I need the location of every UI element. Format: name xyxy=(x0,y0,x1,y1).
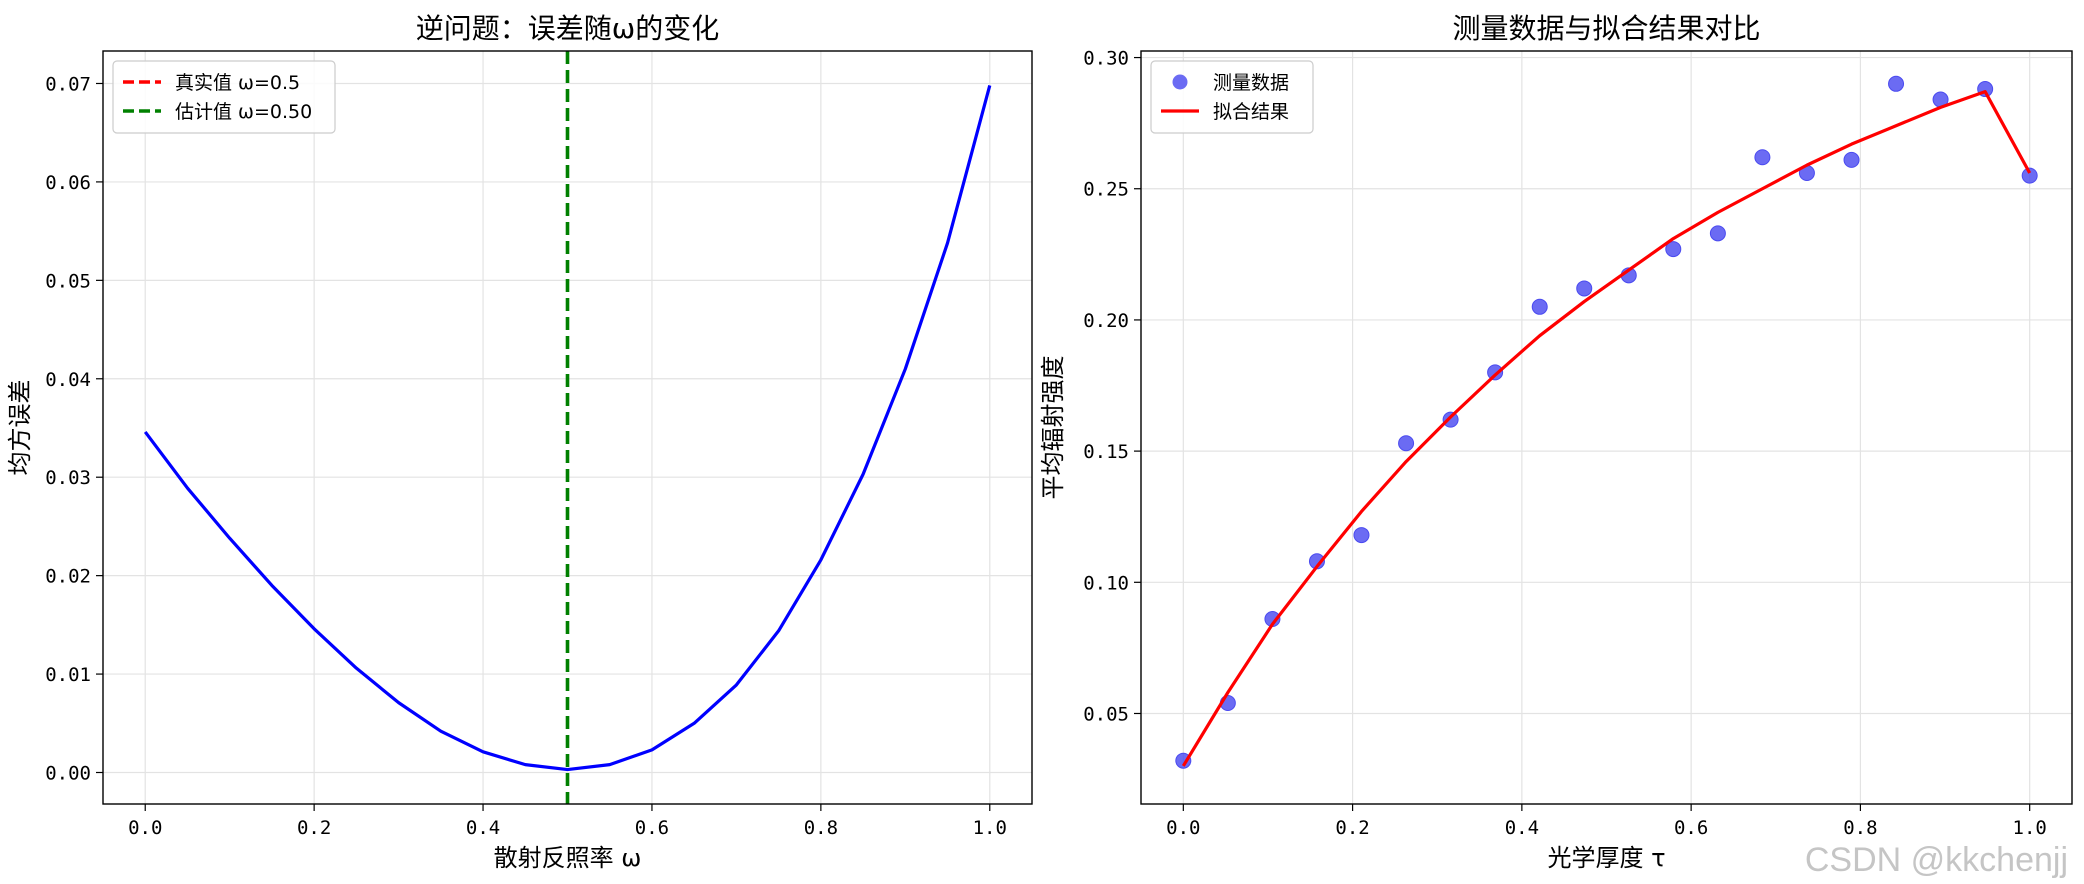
data-point xyxy=(1754,149,1771,166)
plot-area xyxy=(143,51,992,804)
y-tick-label: 0.15 xyxy=(1083,441,1129,463)
legend-label: 测量数据 xyxy=(1213,72,1289,94)
watermark: CSDN @kkchenjj xyxy=(1804,841,2068,879)
legend-box xyxy=(112,60,336,134)
x-axis-label: 散射反照率 ω xyxy=(494,844,642,872)
data-point xyxy=(1487,364,1504,381)
data-point xyxy=(1353,527,1370,544)
x-tick-label: 0.0 xyxy=(1166,817,1200,839)
data-point xyxy=(1398,435,1415,452)
y-tick-label: 0.02 xyxy=(45,566,91,588)
series-line xyxy=(143,85,992,772)
y-tick-label: 0.04 xyxy=(45,369,91,391)
data-point xyxy=(1531,298,1548,315)
y-tick-label: 0.05 xyxy=(1083,703,1129,725)
x-tick-label: 0.4 xyxy=(1505,817,1539,839)
y-tick-label: 0.20 xyxy=(1083,310,1129,332)
y-tick-label: 0.01 xyxy=(45,664,91,686)
axes-frame xyxy=(1140,50,2073,805)
plot-area xyxy=(1175,75,2038,769)
legend-label: 拟合结果 xyxy=(1213,101,1289,123)
y-tick-label: 0.30 xyxy=(1083,48,1129,70)
x-tick-label: 0.2 xyxy=(1335,817,1369,839)
legend-box xyxy=(1150,60,1314,134)
data-point xyxy=(1576,280,1593,297)
legend-label: 真实值 ω=0.5 xyxy=(175,72,300,94)
y-tick-label: 0.03 xyxy=(45,467,91,489)
chart-title: 逆问题：误差随ω的变化 xyxy=(416,12,719,45)
x-axis-label: 光学厚度 τ xyxy=(1547,844,1665,872)
data-point xyxy=(2021,167,2038,184)
x-tick-label: 0.2 xyxy=(297,817,331,839)
y-axis-label: 平均辐射强度 xyxy=(1039,356,1067,500)
y-tick-label: 0.10 xyxy=(1083,572,1129,594)
x-tick-label: 1.0 xyxy=(2013,817,2047,839)
y-axis-label: 均方误差 xyxy=(6,380,34,476)
y-tick-label: 0.25 xyxy=(1083,179,1129,201)
legend-swatch-marker xyxy=(1172,74,1188,90)
x-tick-label: 0.6 xyxy=(1674,817,1708,839)
axes-frame xyxy=(102,50,1033,805)
x-tick-label: 0.8 xyxy=(1843,817,1877,839)
data-point xyxy=(1709,225,1726,242)
legend-label: 估计值 ω=0.50 xyxy=(175,101,312,123)
data-point xyxy=(1442,411,1459,428)
x-tick-label: 0.8 xyxy=(804,817,838,839)
data-point xyxy=(1888,75,1905,92)
series-line xyxy=(1181,90,2032,767)
x-tick-label: 0.6 xyxy=(635,817,669,839)
y-tick-label: 0.05 xyxy=(45,270,91,292)
data-point xyxy=(1843,151,1860,168)
x-tick-label: 0.0 xyxy=(128,817,162,839)
data-point xyxy=(1665,241,1682,258)
legend: 真实值 ω=0.5 估计值 ω=0.50 xyxy=(112,60,336,134)
y-tick-label: 0.06 xyxy=(45,172,91,194)
y-tick-label: 0.07 xyxy=(45,73,91,95)
x-tick-label: 1.0 xyxy=(973,817,1007,839)
chart-title: 测量数据与拟合结果对比 xyxy=(1452,12,1760,45)
left-chart-error-vs-omega: 0.0 0.2 0.4 0.6 0.8 1.0 0.00 0.01 0.02 0.03 0.04 0.… xyxy=(6,12,1033,872)
x-tick-label: 0.4 xyxy=(466,817,500,839)
right-chart-measurement-vs-fit: 0.0 0.2 0.4 0.6 0.8 1.0 0.05 0.10 0.15 0.20 0.25 0.… xyxy=(1039,12,2073,872)
y-tick-label: 0.00 xyxy=(45,763,91,785)
